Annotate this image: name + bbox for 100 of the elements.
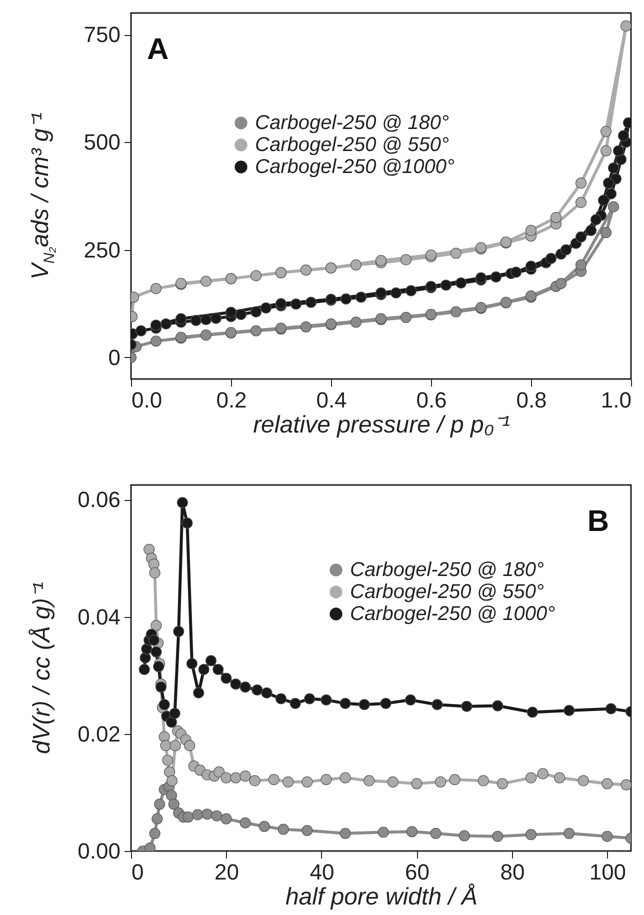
legend-label: Carbogel-250 @ 180°	[255, 112, 449, 134]
x-tick-label: 0.0	[132, 388, 162, 412]
point	[164, 766, 176, 778]
point	[198, 664, 210, 675]
point	[214, 766, 225, 778]
y-tick-label: 0.02	[78, 721, 120, 746]
point	[160, 740, 172, 752]
point	[380, 698, 392, 709]
point	[205, 655, 217, 666]
point	[432, 699, 443, 710]
point	[430, 828, 442, 839]
point	[184, 740, 196, 752]
point	[144, 544, 155, 555]
y-tick-label: 0	[108, 344, 120, 370]
x-tick-label: 1.0	[600, 388, 632, 412]
legend-label: Carbogel-250 @ 550°	[350, 581, 544, 603]
x-tick-label: 80	[500, 860, 525, 884]
point	[492, 830, 504, 842]
point	[182, 812, 194, 823]
point	[152, 813, 163, 824]
point	[378, 826, 389, 838]
point	[525, 829, 537, 840]
point	[554, 772, 566, 784]
point	[153, 661, 164, 672]
point	[186, 658, 198, 670]
point	[304, 693, 316, 704]
point	[182, 518, 193, 529]
point	[578, 775, 589, 786]
point	[220, 813, 232, 824]
point	[220, 772, 232, 784]
point	[406, 826, 418, 838]
point	[148, 634, 160, 646]
point	[411, 778, 422, 790]
point	[526, 706, 538, 718]
point	[564, 828, 575, 839]
point	[166, 775, 178, 786]
point	[240, 817, 251, 828]
point	[166, 716, 178, 728]
point	[173, 626, 184, 637]
legend-label: Carbogel-250 @ 550°	[255, 134, 449, 156]
legend-label: Carbogel-250 @ 180°	[350, 559, 544, 581]
annotation: B	[587, 505, 609, 538]
point	[230, 678, 242, 690]
point	[449, 774, 460, 786]
point	[434, 776, 446, 788]
annotation: A	[147, 33, 169, 66]
x-tick-label: 40	[310, 860, 334, 884]
point	[492, 700, 504, 712]
point	[605, 703, 617, 714]
y-tick-label: 0.04	[78, 604, 120, 630]
point	[202, 808, 213, 820]
point	[168, 798, 180, 810]
point	[150, 646, 162, 658]
x-tick-label: 20	[214, 860, 239, 884]
point	[268, 774, 280, 786]
point	[150, 620, 162, 632]
point	[211, 810, 222, 822]
point	[620, 779, 631, 790]
point	[602, 778, 613, 790]
point	[220, 672, 232, 684]
y-tick-label: 250	[84, 237, 120, 262]
point	[230, 772, 242, 784]
x-tick-label: 0.8	[516, 388, 547, 412]
y-axis-title: dV(r) / cc (Å g)⁻¹	[28, 582, 56, 754]
legend-label: Carbogel-250 @1000°	[255, 156, 455, 178]
point	[170, 740, 181, 752]
point	[193, 687, 204, 698]
x-tick-label: 100	[589, 860, 626, 884]
x-tick-label: 60	[404, 860, 430, 884]
y-tick-label: 0.06	[78, 487, 120, 512]
point	[252, 684, 263, 696]
point	[602, 830, 613, 842]
point	[282, 776, 294, 788]
point	[302, 824, 313, 836]
point	[478, 775, 489, 786]
point	[275, 693, 287, 704]
point	[278, 824, 289, 835]
y-tick-label: 750	[84, 22, 120, 48]
point	[340, 772, 351, 784]
point	[290, 698, 301, 709]
point	[155, 682, 167, 693]
x-tick-label: 0	[132, 860, 144, 884]
point	[340, 828, 351, 839]
point	[169, 708, 180, 719]
point	[154, 798, 166, 810]
point	[162, 754, 174, 766]
point	[320, 774, 332, 786]
point	[537, 768, 548, 780]
legend-label: Carbogel-250 @ 1000°	[350, 603, 556, 625]
point	[461, 700, 472, 712]
point	[249, 775, 260, 786]
point	[364, 775, 375, 786]
x-tick-label: 0.2	[216, 388, 247, 412]
point	[149, 828, 160, 839]
point	[258, 820, 270, 832]
point	[320, 694, 332, 706]
point	[158, 731, 170, 742]
point	[212, 664, 224, 675]
point	[166, 790, 178, 801]
x-tick-label: 0.6	[416, 388, 447, 412]
